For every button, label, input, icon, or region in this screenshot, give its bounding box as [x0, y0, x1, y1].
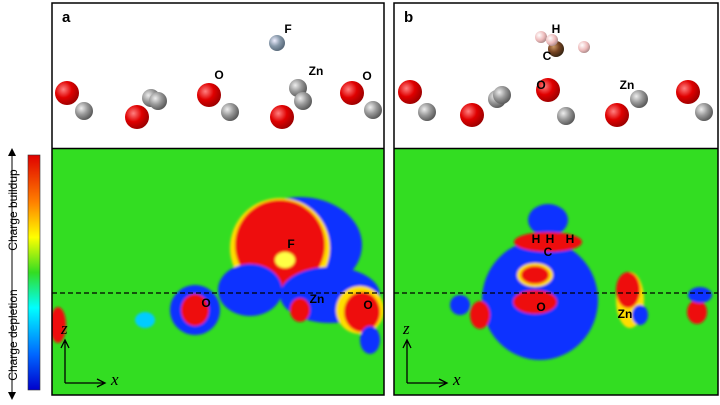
blobs: [52, 197, 384, 354]
charge-region: [135, 312, 155, 328]
atom: [364, 101, 382, 119]
blobs: [450, 204, 712, 360]
map-label: C: [544, 245, 553, 259]
charge-region: [360, 326, 380, 354]
charge-map: [52, 149, 384, 395]
charge-map: [394, 149, 718, 395]
axis-label: z: [402, 319, 410, 338]
arrow-head: [8, 148, 16, 156]
atom-label: O: [362, 69, 371, 83]
atom: [493, 86, 511, 104]
charge-region: [521, 266, 549, 284]
axis-arrow: [60, 338, 107, 388]
panel-frame: [51, 2, 385, 396]
atom: [695, 103, 713, 121]
atom-label: O: [536, 78, 545, 92]
atom: [546, 34, 558, 46]
atom-view: [394, 3, 718, 148]
atom: [75, 102, 93, 120]
atom: [557, 107, 575, 125]
charge-region: [528, 204, 568, 236]
map-label: Zn: [310, 292, 325, 306]
charge-region: [218, 264, 282, 316]
charge-region: [470, 301, 490, 329]
atom: [460, 103, 484, 127]
map-label: O: [363, 298, 372, 312]
atom: [536, 78, 560, 102]
atom: [418, 103, 436, 121]
atom: [535, 31, 547, 43]
map-label: O: [201, 296, 210, 310]
atom: [269, 35, 285, 51]
charge-region: [632, 305, 648, 325]
atom-label: H: [552, 22, 561, 36]
charge-region: [688, 287, 712, 303]
charge-region: [275, 252, 295, 268]
atom-label: F: [284, 22, 291, 36]
atom: [605, 103, 629, 127]
atom: [125, 105, 149, 129]
map-label: H: [532, 232, 541, 246]
map-label: F: [287, 237, 294, 251]
panel-frame: [393, 2, 719, 396]
atom: [197, 83, 221, 107]
atom: [149, 92, 167, 110]
map-label: Zn: [618, 307, 633, 321]
map-label: H: [566, 232, 575, 246]
panel-label: a: [62, 9, 71, 26]
map-label: H: [546, 232, 555, 246]
charge-region: [450, 295, 470, 315]
map-label: O: [536, 300, 545, 314]
atom: [578, 41, 590, 53]
atom: [221, 103, 239, 121]
axis-label: x: [452, 370, 461, 389]
arrow-head: [8, 392, 16, 400]
axis-label: z: [60, 319, 68, 338]
atom: [340, 81, 364, 105]
charge-region: [290, 298, 310, 322]
charge-region: [616, 272, 640, 308]
charge-region: [344, 292, 380, 332]
atom-view: [52, 3, 384, 148]
axis-arrow: [402, 338, 449, 388]
charge-region: [52, 307, 66, 343]
atom: [630, 90, 648, 108]
panel-label: b: [404, 9, 413, 26]
colorbar: [27, 154, 41, 391]
atom: [294, 92, 312, 110]
atom: [398, 80, 422, 104]
charge-region: [687, 300, 707, 324]
axis-label: x: [110, 370, 119, 389]
atom-label: Zn: [309, 64, 324, 78]
atom: [270, 105, 294, 129]
charge-region: [513, 290, 557, 314]
atom-label: Zn: [620, 78, 635, 92]
charge-region: [181, 294, 209, 326]
colorbar-label: Charge buildup: [6, 169, 20, 251]
charge-region: [514, 232, 582, 252]
atom: [676, 80, 700, 104]
atom: [55, 81, 79, 105]
atom-label: C: [543, 49, 552, 63]
atom-label: O: [214, 68, 223, 82]
colorbar-label: Charge depletion: [6, 289, 20, 380]
